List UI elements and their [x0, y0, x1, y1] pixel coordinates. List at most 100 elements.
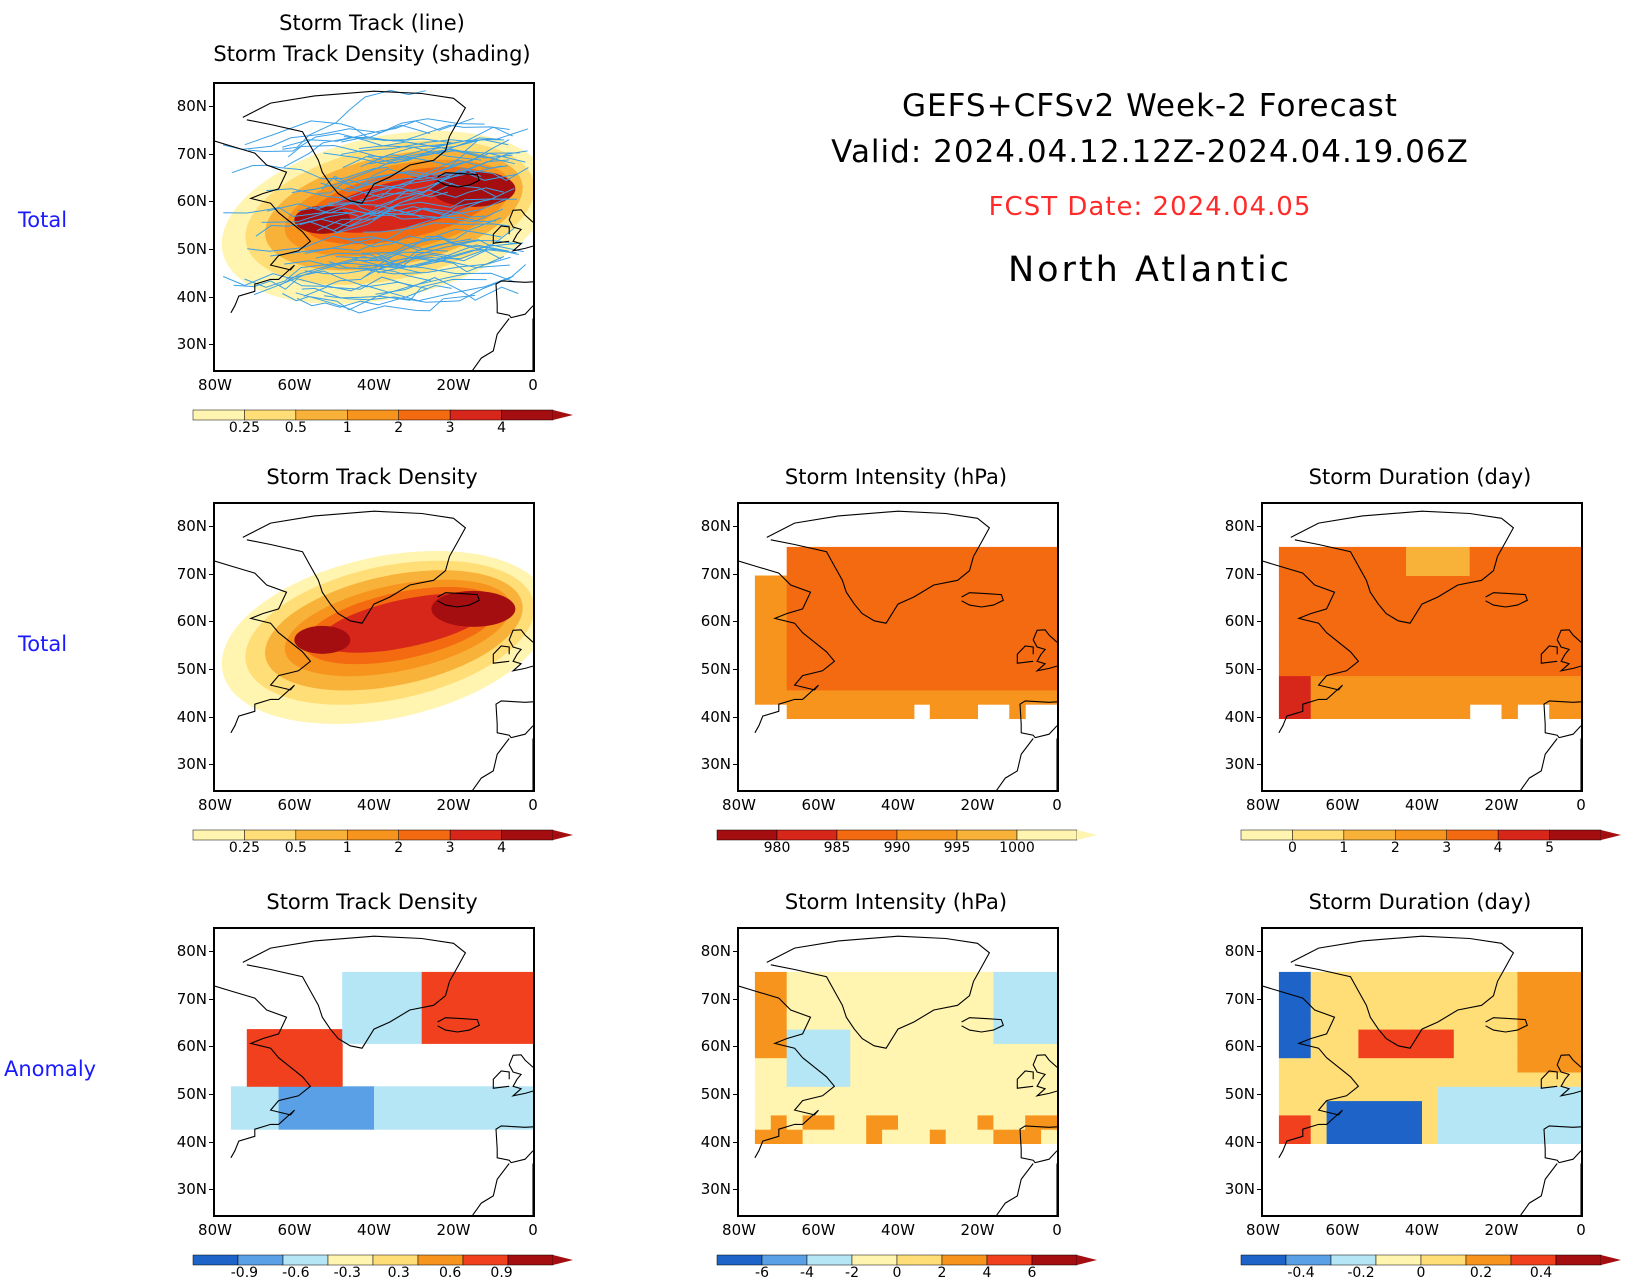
grid-cell [1485, 647, 1502, 662]
grid-cell [1485, 971, 1502, 987]
grid-cell [1549, 704, 1566, 719]
grid-cell [1025, 1114, 1042, 1130]
density-max-west [294, 625, 351, 654]
grid-cell [818, 704, 835, 719]
grid-cell [1469, 1086, 1487, 1102]
colorbar-arrow-right [553, 1255, 573, 1265]
grid-cell [1422, 647, 1439, 662]
grid-cell [1533, 1014, 1550, 1030]
colorbar-segment [295, 409, 348, 421]
grid-cell [310, 1100, 327, 1116]
colorbar-segment [1330, 1254, 1377, 1266]
grid-cell [1437, 1029, 1455, 1044]
colorbar-segment [282, 1254, 329, 1266]
grid-cell [945, 1086, 963, 1102]
grid-cell [1565, 575, 1581, 591]
colorbar-arrow-right [1601, 830, 1621, 840]
grid-cell [1294, 589, 1312, 605]
colorbar-label: -0.4 [1287, 1265, 1315, 1281]
grid-cell [1406, 1114, 1423, 1130]
grid-cell [834, 1100, 851, 1116]
grid-cell [1009, 1114, 1026, 1130]
grid-cell [294, 1100, 311, 1116]
grid-cell [1533, 1129, 1550, 1144]
grid-cell [818, 971, 835, 987]
grid-cell [1310, 689, 1328, 705]
storm-track-line [321, 171, 496, 197]
colorbar-segment [1292, 829, 1345, 841]
grid-cell [1453, 971, 1471, 987]
grid-cell [961, 1129, 978, 1144]
lon-tick-label: 0 [1576, 796, 1586, 814]
grid-cell [850, 1000, 867, 1016]
grid-cell [1469, 647, 1487, 662]
grid-cell [1437, 1114, 1455, 1130]
grid-cell [1390, 661, 1407, 677]
grid-cell [421, 1100, 439, 1116]
grid-cell [1453, 632, 1471, 648]
grid-cell [310, 1114, 327, 1130]
grid-cell [421, 1086, 439, 1102]
grid-cell [1009, 604, 1026, 619]
grid-cell [1453, 1000, 1471, 1016]
grid-cell [1390, 546, 1407, 562]
colorbar [716, 1254, 1097, 1266]
map-frame [213, 927, 535, 1217]
grid-cell [1565, 689, 1581, 705]
coastline [1485, 592, 1528, 608]
grid-cell [1437, 575, 1455, 591]
grid-cell [1565, 1000, 1581, 1016]
colorbar-segment [501, 409, 554, 421]
lat-tick-mark [1257, 1046, 1262, 1048]
grid-cell [1406, 546, 1423, 562]
grid-cell [1390, 1014, 1407, 1030]
grid-cell [421, 986, 439, 1001]
grid-cell [882, 618, 899, 634]
coastline [1290, 510, 1515, 624]
lat-tick-label: 80N [176, 516, 207, 535]
grid-cell [770, 1057, 788, 1073]
lon-tick-label: 40W [1405, 796, 1439, 814]
lat-tick-mark [1257, 1093, 1262, 1095]
grid-cell [1342, 1072, 1359, 1087]
grid-cell [1469, 546, 1487, 562]
grid-cell [1326, 704, 1343, 719]
grid-cell [882, 971, 899, 987]
lon-tick-label: 20W [436, 376, 471, 394]
grid-cell [913, 618, 931, 634]
colorbar-label: 2 [1390, 840, 1400, 856]
grid-cell [1549, 561, 1566, 576]
storm-track-line [291, 140, 478, 193]
colorbar-label: 1 [342, 420, 352, 436]
grid-cell [1437, 1014, 1455, 1030]
grid-cell [1326, 1000, 1343, 1016]
grid-cell [1501, 675, 1518, 691]
grid-cell [882, 647, 899, 662]
grid-cell [1342, 647, 1359, 662]
grid-cell [1533, 971, 1550, 987]
grid-cell [834, 1114, 851, 1130]
grid-cell [1342, 546, 1359, 562]
density-max-east [431, 590, 516, 627]
lon-tick-label: 20W [1484, 796, 1519, 814]
grid-cell [1009, 704, 1026, 719]
grid-cell [1485, 1000, 1502, 1016]
grid-cell [1310, 704, 1328, 719]
grid-cell [1025, 1129, 1042, 1144]
grid-cell [1342, 1086, 1359, 1102]
grid-cell [469, 1029, 486, 1044]
grid-cell [342, 1029, 359, 1044]
coastline [1019, 1125, 1057, 1164]
grid-cell [1358, 561, 1375, 576]
grid-cell [977, 546, 994, 562]
storm-track-line [340, 138, 505, 155]
colorbar-label: 3 [445, 840, 455, 856]
panel-7-title: Storm Duration (day) [1308, 890, 1532, 914]
grid-cell [1009, 632, 1026, 648]
grid-cell [786, 1086, 804, 1102]
grid-cell [770, 1000, 788, 1016]
coastline [472, 738, 533, 790]
lat-tick-label: 50N [1224, 659, 1255, 678]
grid-cell [389, 1086, 407, 1102]
grid-cell [1517, 589, 1534, 605]
